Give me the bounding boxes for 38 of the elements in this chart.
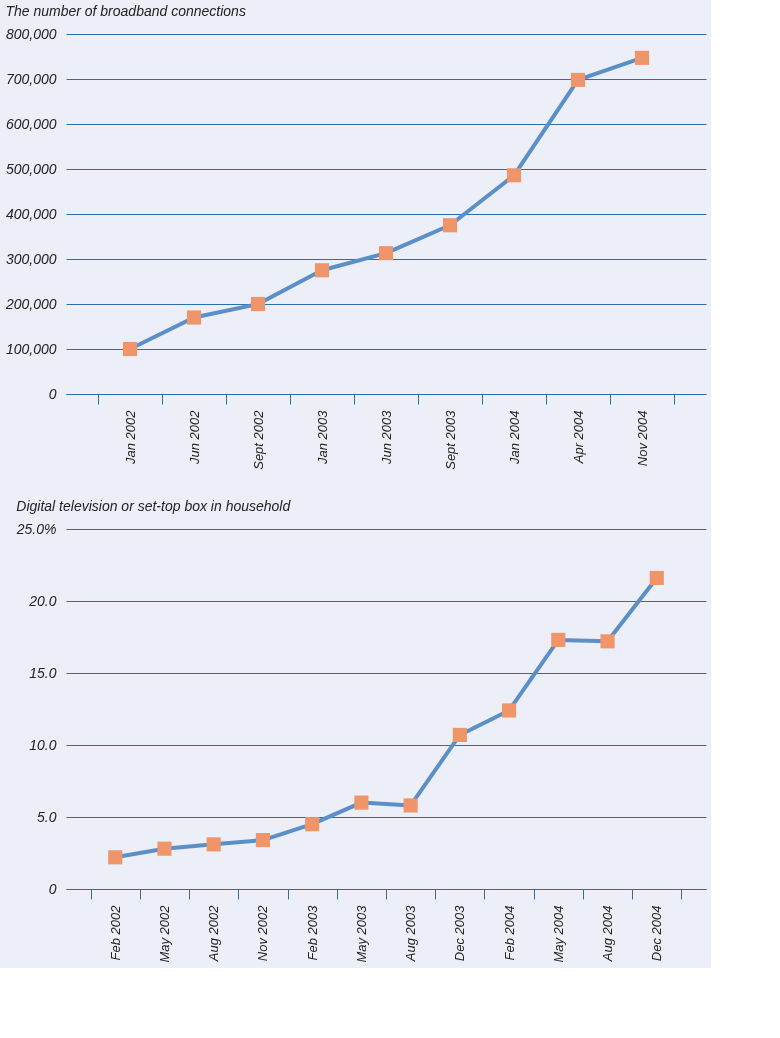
x-tick-label: Dec 2004 <box>649 905 665 962</box>
x-tick-label: Aug 2003 <box>403 904 419 963</box>
y-tick-label: 700,000 <box>5 70 57 87</box>
y-tick-label: 200,000 <box>4 295 57 312</box>
x-tick-label: Nov 2002 <box>255 904 271 962</box>
x-tick-label: Feb 2003 <box>304 904 320 961</box>
y-tick-label: 0 <box>48 385 57 402</box>
x-tick-label: Jan 2002 <box>122 409 138 465</box>
x-tick-label: Nov 2004 <box>634 410 650 467</box>
y-tick-label: 800,000 <box>5 25 57 42</box>
x-tick-label: Sept 2002 <box>250 409 266 470</box>
y-tick-label: 20.0 <box>28 592 57 609</box>
x-tick-label: Feb 2004 <box>501 905 517 961</box>
x-tick-label: Jan 2004 <box>506 410 522 465</box>
y-tick-label: 100,000 <box>5 340 57 357</box>
y-tick-label: 25.0% <box>15 520 57 537</box>
chart-title: The number of broadband connections <box>5 3 246 19</box>
x-tick-label: Jun 2002 <box>186 409 202 465</box>
x-tick-label: May 2003 <box>353 904 369 963</box>
y-tick-label: 600,000 <box>5 115 57 132</box>
y-tick-label: 500,000 <box>5 160 57 177</box>
x-tick-label: Feb 2002 <box>107 904 123 961</box>
y-tick-label: 300,000 <box>5 250 57 267</box>
y-tick-label: 5.0 <box>37 808 57 825</box>
x-tick-label: Aug 2004 <box>600 905 616 963</box>
x-tick-label: May 2002 <box>156 904 172 963</box>
x-tick-label: Dec 2003 <box>452 904 468 962</box>
x-tick-label: May 2004 <box>550 905 566 963</box>
x-tick-label: Apr 2004 <box>570 410 586 465</box>
y-tick-label: 15.0 <box>29 664 57 681</box>
chart-title: Digital television or set-top box in household <box>16 498 292 514</box>
x-tick-label: Jan 2003 <box>314 409 330 465</box>
y-tick-label: 0 <box>48 880 57 897</box>
x-tick-label: Aug 2002 <box>206 904 222 963</box>
y-tick-label: 10.0 <box>29 736 57 753</box>
x-tick-label: Sept 2003 <box>442 409 458 470</box>
x-tick-label: Jun 2003 <box>378 409 394 465</box>
y-tick-label: 400,000 <box>5 205 57 222</box>
